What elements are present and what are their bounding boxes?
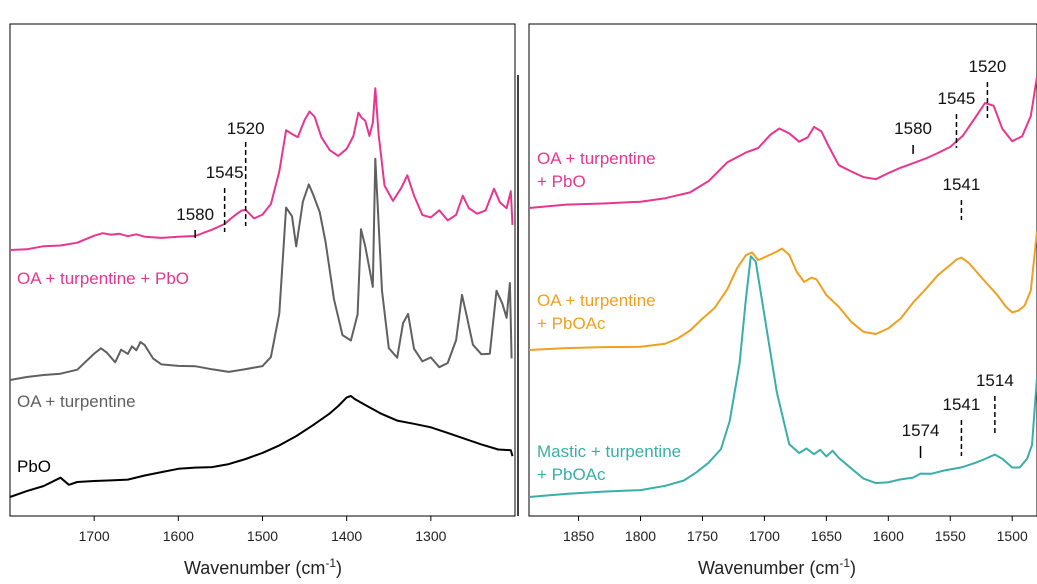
left-annotation-label-1520-2: 1520 (227, 119, 265, 138)
left-series-label-pbo: PbO (17, 457, 51, 476)
left-x-tick-label-1700: 1700 (79, 528, 110, 544)
right-annotation-label-1541-5: 1541 (943, 395, 981, 414)
right-x-tick-label-1700: 1700 (749, 528, 780, 544)
left-x-tick-label-1300: 1300 (415, 528, 446, 544)
right-series-label-mastic-line1: Mastic + turpentine (537, 442, 681, 461)
right-series-label-oa-turpentine-pbo-line2: + PbO (537, 172, 586, 191)
left-series-line-oa-turpentine (9, 157, 513, 381)
right-series-label-oa-turpentine-pbo-line1: OA + turpentine (537, 149, 656, 168)
right-x-tick-label-1500: 1500 (997, 528, 1028, 544)
right-series-line-mastic-turpentine-pboac (528, 255, 1037, 498)
right-x-tick-label-1800: 1800 (625, 528, 656, 544)
left-x-tick-label-1600: 1600 (163, 528, 194, 544)
right-series-label-mastic-line2: + PbOAc (537, 465, 606, 484)
left-annotation-label-1580-0: 1580 (176, 205, 214, 224)
right-series-label-oa-turpentine-pboac-line1: OA + turpentine (537, 291, 656, 310)
right-x-axis-title: Wavenumber (cm-1) (698, 556, 856, 578)
right-annotation-label-1580-0: 1580 (894, 119, 932, 138)
right-annotation-label-1545-1: 1545 (938, 89, 976, 108)
right-annotation-label-1520-2: 1520 (969, 57, 1007, 76)
left-series-line-oa-turpentine-pbo (9, 87, 514, 251)
left-annotation-label-1545-1: 1545 (206, 163, 244, 182)
left-series-line-pbo (9, 395, 514, 498)
right-x-tick-label-1650: 1650 (811, 528, 842, 544)
right-x-tick-label-1750: 1750 (687, 528, 718, 544)
left-x-tick-label-1500: 1500 (247, 528, 278, 544)
right-series-line-oa-turpentine-pboac (528, 231, 1037, 351)
right-series-label-oa-turpentine-pboac-line2: + PbOAc (537, 314, 606, 333)
right-annotation-label-1514-6: 1514 (976, 371, 1014, 390)
right-annotation-label-1541-3: 1541 (943, 175, 981, 194)
left-x-tick-label-1400: 1400 (331, 528, 362, 544)
left-x-axis-title: Wavenumber (cm-1) (184, 556, 342, 578)
left-series-label-oa-turpentine-pbo: OA + turpentine + PbO (17, 269, 189, 288)
right-annotation-label-1574-4: 1574 (902, 421, 940, 440)
left-series-label-oa-turpentine: OA + turpentine (17, 392, 136, 411)
right-plot-frame (528, 23, 1037, 517)
right-x-tick-label-1550: 1550 (935, 528, 966, 544)
left-panel: 1700 1600 1500 1400 1300 1580 1545 1520 OA + t… (9, 23, 519, 578)
right-x-tick-label-1600: 1600 (873, 528, 904, 544)
right-panel: 1850 1800 1750 1700 1650 1600 1550 1500 1580 154… (528, 23, 1037, 578)
right-series-line-oa-turpentine-pbo (528, 76, 1037, 209)
right-x-tick-label-1850: 1850 (563, 528, 594, 544)
